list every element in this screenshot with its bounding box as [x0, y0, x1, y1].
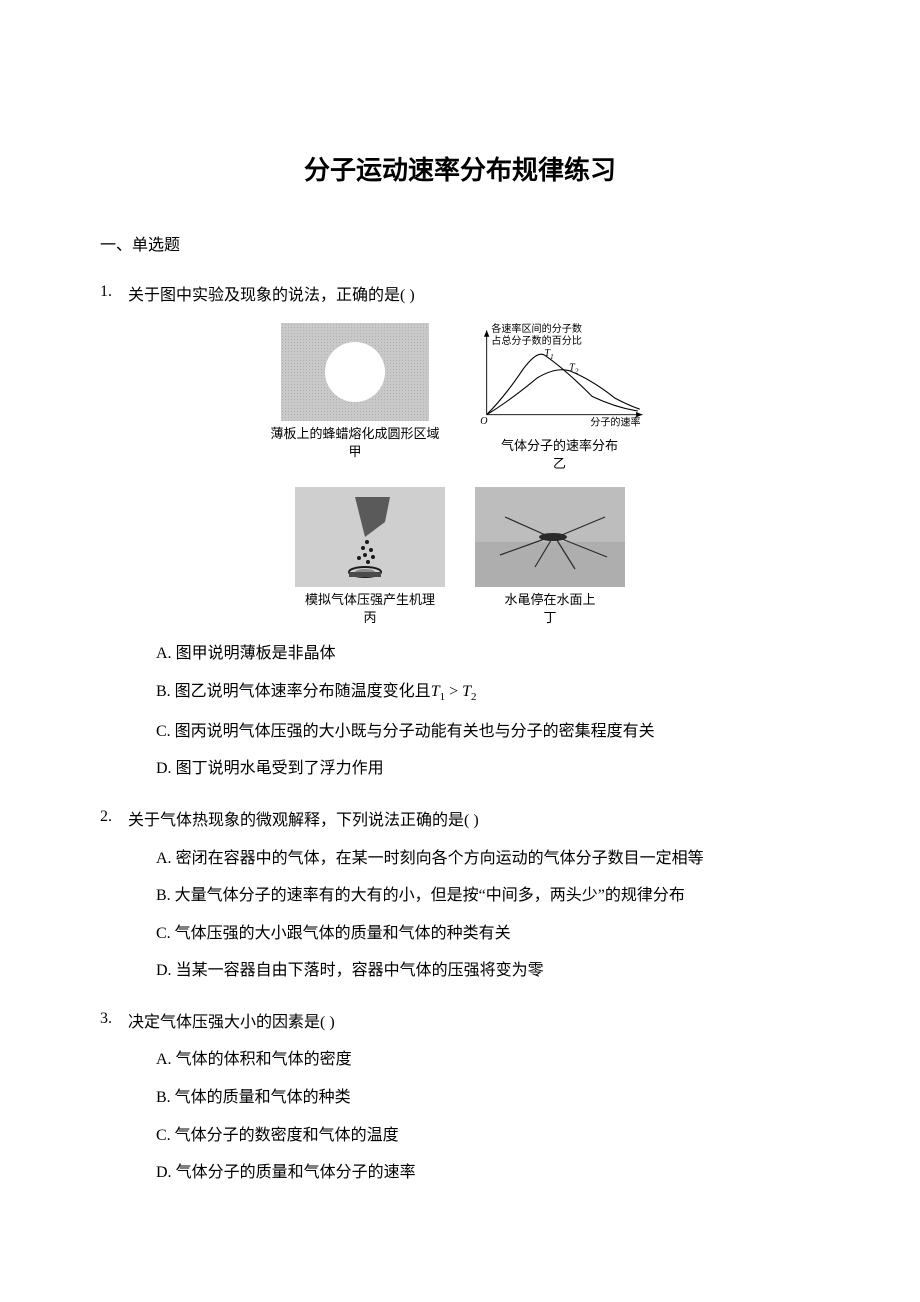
figure-row-2: 模拟气体压强产生机理 丙 水黾停在水面上 丁: [100, 487, 820, 627]
figure-label: 丁: [504, 609, 595, 627]
speed-distribution-chart: 各速率区间的分子数 占总分子数的百分比 T1 T2 O 分子的速率: [470, 323, 650, 433]
page-title: 分子运动速率分布规律练习: [100, 150, 820, 187]
figure-caption: 模拟气体压强产生机理: [305, 592, 435, 607]
question-1: 1. 关于图中实验及现象的说法，正确的是( ) 薄板上的蜂蜡熔化成圆形区域 甲: [100, 283, 820, 782]
figure-bing: 模拟气体压强产生机理 丙: [295, 487, 445, 627]
option-text: 当某一容器自由下落时，容器中气体的压强将变为零: [176, 962, 544, 979]
option-text: 图丁说明水黾受到了浮力作用: [176, 760, 384, 777]
option-text: 气体的体积和气体的密度: [176, 1051, 352, 1068]
figure-caption: 水黾停在水面上: [504, 592, 595, 607]
question-number: 3.: [100, 1010, 128, 1028]
figure-row-1: 薄板上的蜂蜡熔化成圆形区域 甲 各速率区间的分子数 占总分子数的百分比 T1 T…: [100, 323, 820, 473]
option-a: A.密闭在容器中的气体，在某一时刻向各个方向运动的气体分子数目一定相等: [156, 846, 820, 872]
option-d: D.气体分子的质量和气体分子的速率: [156, 1160, 820, 1186]
option-a: A.气体的体积和气体的密度: [156, 1047, 820, 1073]
curve-label-t2: T2: [569, 362, 579, 375]
question-number: 1.: [100, 283, 128, 301]
water-strider-diagram: [475, 487, 625, 587]
wax-plate-diagram: [281, 323, 429, 421]
figure-caption: 薄板上的蜂蜡熔化成圆形区域: [270, 426, 439, 441]
y-axis-label-2: 占总分子数的百分比: [491, 334, 582, 347]
option-text: 气体的质量和气体的种类: [175, 1089, 351, 1106]
question-number: 2.: [100, 808, 128, 826]
pouring-balls-icon: [335, 492, 405, 582]
option-text: 气体分子的质量和气体分子的速率: [176, 1164, 416, 1181]
option-text: 图甲说明薄板是非晶体: [176, 645, 336, 662]
option-c: C.图丙说明气体压强的大小既与分子动能有关也与分子的密集程度有关: [156, 719, 820, 745]
option-text: 图乙说明气体速率分布随温度变化且: [175, 683, 431, 700]
option-d: D.当某一容器自由下落时，容器中气体的压强将变为零: [156, 958, 820, 984]
x-axis-label: 分子的速率: [590, 415, 640, 428]
figure-yi: 各速率区间的分子数 占总分子数的百分比 T1 T2 O 分子的速率 气体分子的速…: [470, 323, 650, 473]
option-a: A.图甲说明薄板是非晶体: [156, 641, 820, 667]
question-stem: 决定气体压强大小的因素是( ): [128, 1010, 820, 1036]
option-c: C.气体分子的数密度和气体的温度: [156, 1123, 820, 1149]
option-c: C.气体压强的大小跟气体的质量和气体的种类有关: [156, 921, 820, 947]
figure-label: 乙: [501, 455, 618, 473]
y-axis-label-1: 各速率区间的分子数: [491, 323, 582, 335]
question-2: 2. 关于气体热现象的微观解释，下列说法正确的是( ) A.密闭在容器中的气体，…: [100, 808, 820, 984]
option-b: B.气体的质量和气体的种类: [156, 1085, 820, 1111]
figure-label: 甲: [270, 443, 439, 461]
origin-label: O: [480, 415, 488, 426]
curve-label-t1: T1: [544, 348, 553, 361]
wax-circle: [325, 342, 385, 402]
question-stem: 关于图中实验及现象的说法，正确的是( ): [128, 283, 820, 309]
figure-label: 丙: [305, 609, 435, 627]
options-list: A.密闭在容器中的气体，在某一时刻向各个方向运动的气体分子数目一定相等 B.大量…: [156, 846, 820, 984]
option-text: 密闭在容器中的气体，在某一时刻向各个方向运动的气体分子数目一定相等: [176, 850, 704, 867]
option-text: 气体分子的数密度和气体的温度: [175, 1127, 399, 1144]
option-b: B.大量气体分子的速率有的大有的小，但是按“中间多，两头少”的规律分布: [156, 883, 820, 909]
figure-ding: 水黾停在水面上 丁: [475, 487, 625, 627]
figure-caption: 气体分子的速率分布: [501, 438, 618, 453]
section-heading: 一、单选题: [100, 231, 820, 255]
question-stem: 关于气体热现象的微观解释，下列说法正确的是( ): [128, 808, 820, 834]
question-3: 3. 决定气体压强大小的因素是( ) A.气体的体积和气体的密度 B.气体的质量…: [100, 1010, 820, 1186]
options-list: A.图甲说明薄板是非晶体 B.图乙说明气体速率分布随温度变化且T1 > T2 C…: [156, 641, 820, 782]
options-list: A.气体的体积和气体的密度 B.气体的质量和气体的种类 C.气体分子的数密度和气…: [156, 1047, 820, 1185]
option-text: 大量气体分子的速率有的大有的小，但是按“中间多，两头少”的规律分布: [175, 887, 685, 904]
option-d: D.图丁说明水黾受到了浮力作用: [156, 756, 820, 782]
figure-jia: 薄板上的蜂蜡熔化成圆形区域 甲: [270, 323, 439, 473]
water-strider-icon: [475, 487, 625, 587]
option-text: 气体压强的大小跟气体的质量和气体的种类有关: [175, 925, 511, 942]
option-text: 图丙说明气体压强的大小既与分子动能有关也与分子的密集程度有关: [175, 723, 655, 740]
option-b: B.图乙说明气体速率分布随温度变化且T1 > T2: [156, 679, 820, 707]
pressure-mechanism-diagram: [295, 487, 445, 587]
